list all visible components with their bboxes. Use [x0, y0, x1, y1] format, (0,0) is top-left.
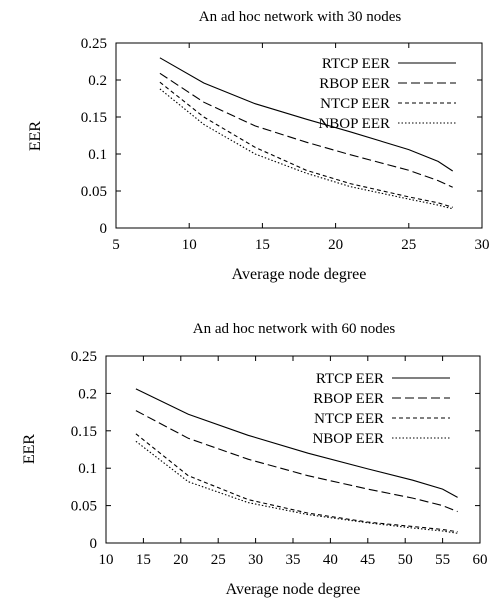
series-line-rbop-eer: [159, 72, 453, 188]
series-line-rtcp-eer: [135, 388, 458, 498]
x-tick-label: 15: [255, 237, 270, 253]
chart2-x-ticks: 10 15 20 25 30 35 40 45 50 55 60: [99, 356, 488, 568]
chart-60-nodes: An ad hoc network with 60 nodes 10 15 20 25…: [21, 321, 488, 598]
x-tick-label: 40: [323, 552, 338, 568]
legend-label: RTCP EER: [322, 56, 390, 72]
x-tick-label: 45: [360, 552, 375, 568]
x-tick-label: 60: [473, 552, 488, 568]
legend-label: NBOP EER: [312, 431, 384, 447]
y-tick-label: 0.1: [78, 461, 97, 477]
series-line-rtcp-eer: [159, 57, 454, 172]
x-tick-label: 20: [173, 552, 188, 568]
chart2-y-ticks: 0 0.05 0.1 0.15 0.2 0.25: [71, 349, 480, 552]
chart1-legend: RTCP EER RBOP EER NTCP EER NBOP EER: [318, 56, 456, 132]
y-tick-label: 0.2: [78, 386, 97, 402]
y-tick-label: 0.15: [71, 424, 97, 440]
chart2-title: An ad hoc network with 60 nodes: [193, 321, 396, 337]
x-tick-label: 55: [435, 552, 450, 568]
series-line-ntcp-eer: [135, 433, 458, 533]
chart1-series: [159, 57, 454, 210]
series-line-nbop-eer: [135, 440, 458, 534]
chart1-title: An ad hoc network with 30 nodes: [199, 9, 402, 25]
x-tick-label: 15: [136, 552, 151, 568]
x-tick-label: 10: [99, 552, 114, 568]
series-line-rbop-eer: [135, 410, 458, 513]
chart2-y-axis-label: EER: [21, 434, 38, 465]
y-tick-label: 0.25: [81, 36, 107, 52]
y-tick-label: 0.15: [81, 110, 107, 126]
legend-label: NBOP EER: [318, 116, 390, 132]
x-tick-label: 10: [182, 237, 197, 253]
chart2-series: [135, 388, 458, 534]
y-tick-label: 0.05: [81, 184, 107, 200]
x-tick-label: 30: [248, 552, 263, 568]
chart2-x-axis-label: Average node degree: [226, 581, 361, 598]
legend-label: NTCP EER: [320, 96, 390, 112]
y-tick-label: 0.25: [71, 349, 97, 365]
x-tick-label: 50: [398, 552, 413, 568]
x-tick-label: 20: [328, 237, 343, 253]
legend-label: RBOP EER: [313, 391, 384, 407]
y-tick-label: 0: [90, 536, 98, 552]
chart-30-nodes: An ad hoc network with 30 nodes 5 10 15 20 2…: [27, 9, 490, 283]
y-tick-label: 0.2: [88, 73, 107, 89]
series-line-nbop-eer: [159, 88, 453, 210]
x-tick-label: 35: [286, 552, 301, 568]
chart1-y-axis-label: EER: [27, 121, 44, 152]
chart1-x-ticks: 5 10 15 20 25 30: [112, 43, 490, 253]
chart1-plot-frame: [115, 42, 483, 229]
legend-label: NTCP EER: [314, 411, 384, 427]
chart2-legend: RTCP EER RBOP EER NTCP EER NBOP EER: [312, 371, 450, 447]
chart1-x-axis-label: Average node degree: [232, 266, 367, 283]
y-tick-label: 0: [100, 221, 108, 237]
x-tick-label: 25: [211, 552, 226, 568]
legend-label: RTCP EER: [316, 371, 384, 387]
x-tick-label: 30: [475, 237, 490, 253]
x-tick-label: 25: [401, 237, 416, 253]
x-tick-label: 5: [112, 237, 120, 253]
legend-label: RBOP EER: [319, 76, 390, 92]
chart2-plot-frame: [105, 355, 481, 544]
y-tick-label: 0.1: [88, 147, 107, 163]
series-line-ntcp-eer: [159, 81, 453, 208]
y-tick-label: 0.05: [71, 499, 97, 515]
chart1-y-ticks: 0 0.05 0.1 0.15 0.2 0.25: [81, 36, 482, 237]
